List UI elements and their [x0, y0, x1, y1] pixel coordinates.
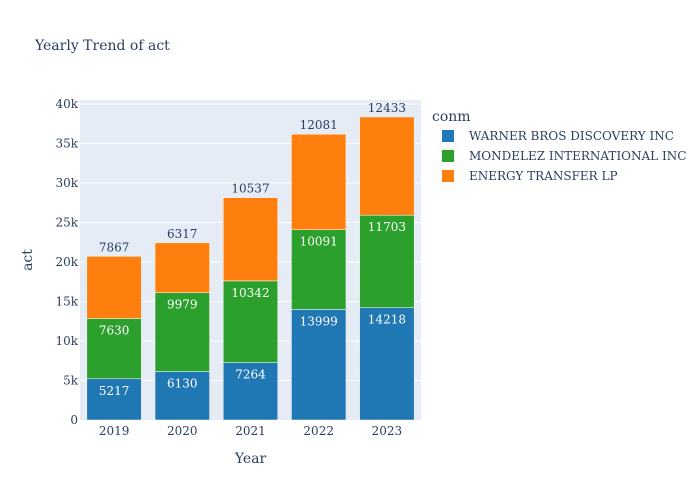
bar-segment	[359, 307, 415, 421]
bar-segment	[291, 229, 347, 310]
x-axis-title: Year	[234, 451, 267, 467]
legend-label: MONDELEZ INTERNATIONAL INC	[469, 149, 686, 163]
legend: WARNER BROS DISCOVERY INC MONDELEZ INTERN…	[442, 129, 686, 183]
bar-value-label: 6130	[167, 377, 198, 391]
x-tick-label: 2020	[167, 424, 198, 438]
bar-value-label: 10091	[300, 235, 338, 249]
bar-value-label: 7264	[235, 368, 266, 382]
y-axis-title: act	[20, 249, 36, 271]
bar-value-label: 12433	[368, 101, 406, 115]
bar-value-label: 10342	[231, 286, 269, 300]
bar-value-label: 5217	[99, 384, 130, 398]
bar-segment	[359, 116, 415, 216]
y-tick-label: 10k	[55, 334, 78, 348]
bar-value-label: 9979	[167, 298, 198, 312]
bar-segment	[222, 197, 279, 282]
bar-value-label: 11703	[368, 220, 406, 234]
bar-value-label: 12081	[300, 118, 338, 132]
y-tick-label: 20k	[55, 255, 78, 269]
legend-swatch	[442, 130, 454, 142]
x-tick-label: 2019	[99, 424, 130, 438]
legend-swatch	[442, 150, 454, 162]
y-tick-label: 40k	[55, 97, 78, 111]
legend-swatch	[442, 170, 454, 182]
bar-segment	[291, 309, 347, 421]
bar-segment	[86, 318, 142, 380]
bar-segment	[222, 280, 279, 363]
x-tick-label: 2021	[235, 424, 266, 438]
bar-segment	[86, 378, 142, 421]
y-tick-label: 25k	[55, 215, 78, 229]
y-tick-label: 5k	[63, 373, 79, 387]
x-tick-label: 2023	[372, 424, 403, 438]
bar-segment	[86, 256, 142, 319]
bar-value-label: 14218	[368, 313, 406, 327]
bar-segment	[154, 371, 210, 421]
y-tick-label: 30k	[55, 176, 78, 190]
y-tick-label: 0	[70, 413, 78, 427]
bar-segment	[291, 133, 347, 230]
legend-label: ENERGY TRANSFER LP	[469, 169, 618, 183]
bar-segment	[154, 242, 210, 293]
bar-value-label: 10537	[231, 182, 269, 196]
bar-value-label: 6317	[167, 227, 198, 241]
y-axis-ticks: 0 5k 10k 15k 20k 25k 30k 35k 40k	[55, 97, 78, 427]
x-tick-label: 2022	[303, 424, 334, 438]
bar-segment	[359, 214, 415, 308]
bar-value-label: 13999	[300, 314, 338, 328]
y-tick-label: 15k	[55, 294, 78, 308]
x-axis-ticks: 2019 2020 2021 2022 2023	[99, 424, 402, 438]
legend-title: conm	[432, 109, 471, 125]
legend-label: WARNER BROS DISCOVERY INC	[469, 129, 674, 143]
y-tick-label: 35k	[55, 136, 78, 150]
bar-value-label: 7867	[99, 240, 130, 254]
bar-segment	[222, 362, 279, 421]
bars: 5217 7630 7867 6130 9979 6317 7264 10342 10537 13…	[86, 101, 415, 421]
chart-title: Yearly Trend of act	[34, 38, 170, 54]
bar-value-label: 7630	[99, 323, 130, 337]
